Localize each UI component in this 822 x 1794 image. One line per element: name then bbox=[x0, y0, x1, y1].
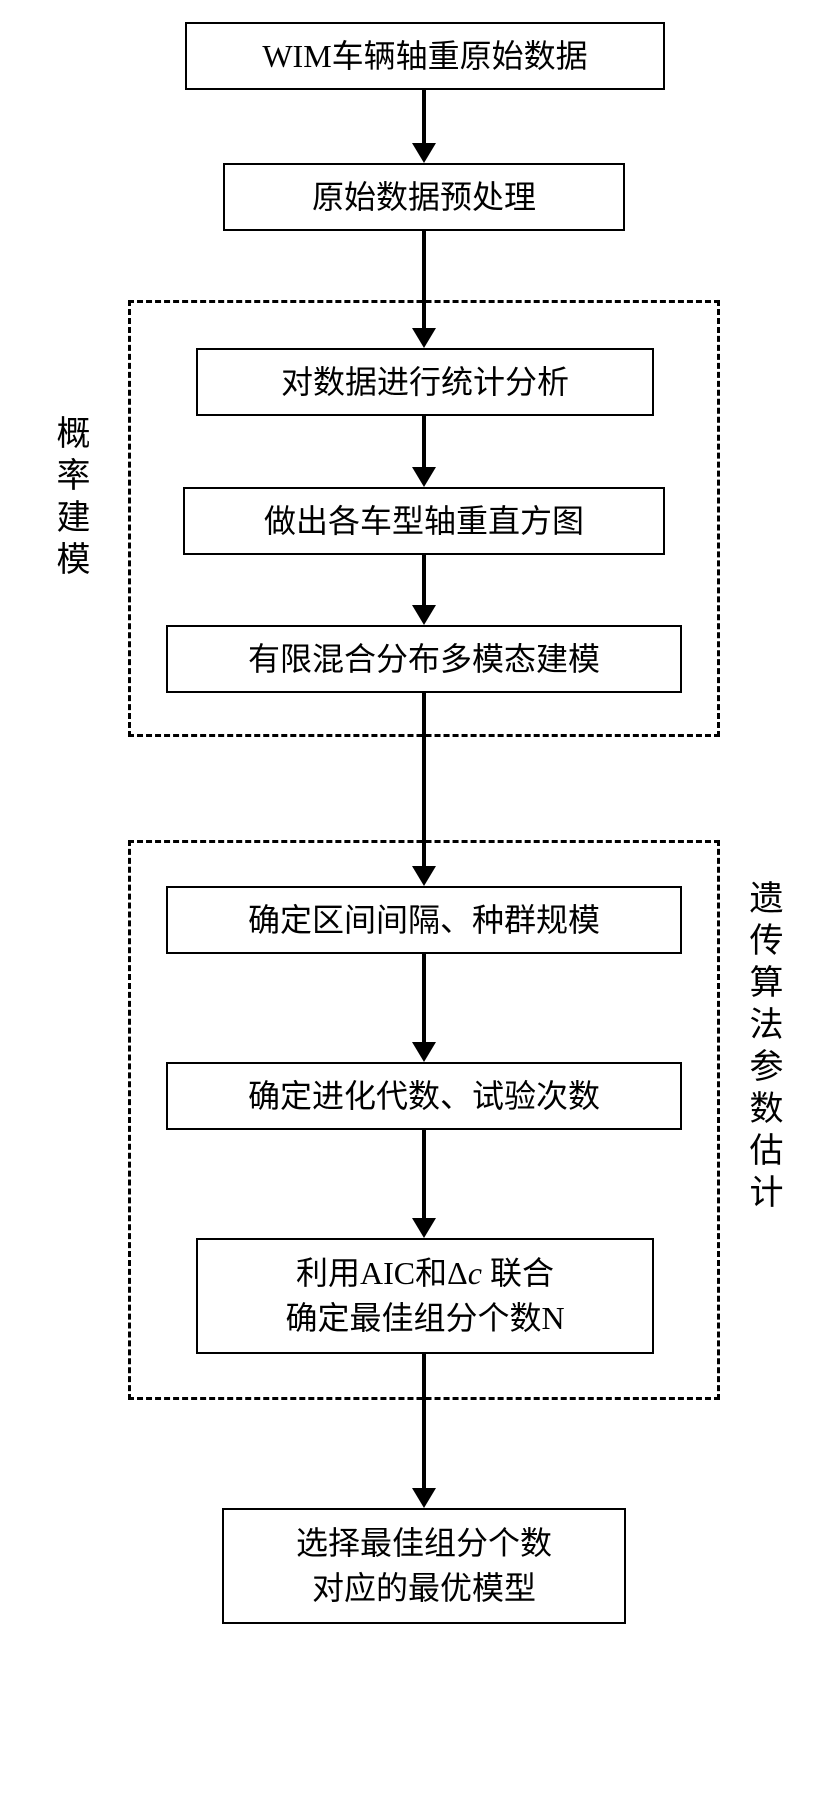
node-text: 确定区间间隔、种群规模 bbox=[248, 898, 600, 943]
group-label-genetic: 遗传算法参数估计 bbox=[738, 880, 787, 1216]
node-statistical-analysis: 对数据进行统计分析 bbox=[196, 348, 654, 416]
node-wim-raw-data: WIM车辆轴重原始数据 bbox=[185, 22, 665, 90]
node-text: 对数据进行统计分析 bbox=[281, 360, 569, 405]
node-text: 有限混合分布多模态建模 bbox=[248, 637, 600, 682]
node-text: 做出各车型轴重直方图 bbox=[264, 499, 584, 544]
node-select-optimal: 选择最佳组分个数 对应的最优模型 bbox=[222, 1508, 626, 1624]
node-aic-determine-n: 利用AIC和Δc 联合确定最佳组分个数N bbox=[196, 1238, 654, 1354]
node-generations-trials: 确定进化代数、试验次数 bbox=[166, 1062, 682, 1130]
node-histogram: 做出各车型轴重直方图 bbox=[183, 487, 665, 555]
node-mixture-modeling: 有限混合分布多模态建模 bbox=[166, 625, 682, 693]
node-text: 确定进化代数、试验次数 bbox=[248, 1074, 600, 1119]
node-text: WIM车辆轴重原始数据 bbox=[262, 34, 587, 79]
node-interval-population: 确定区间间隔、种群规模 bbox=[166, 886, 682, 954]
node-preprocess: 原始数据预处理 bbox=[223, 163, 625, 231]
node-text: 利用AIC和Δc 联合确定最佳组分个数N bbox=[285, 1251, 564, 1341]
group-label-probability: 概率建模 bbox=[45, 415, 94, 583]
node-text: 原始数据预处理 bbox=[312, 175, 536, 220]
node-text: 选择最佳组分个数 对应的最优模型 bbox=[296, 1521, 552, 1611]
